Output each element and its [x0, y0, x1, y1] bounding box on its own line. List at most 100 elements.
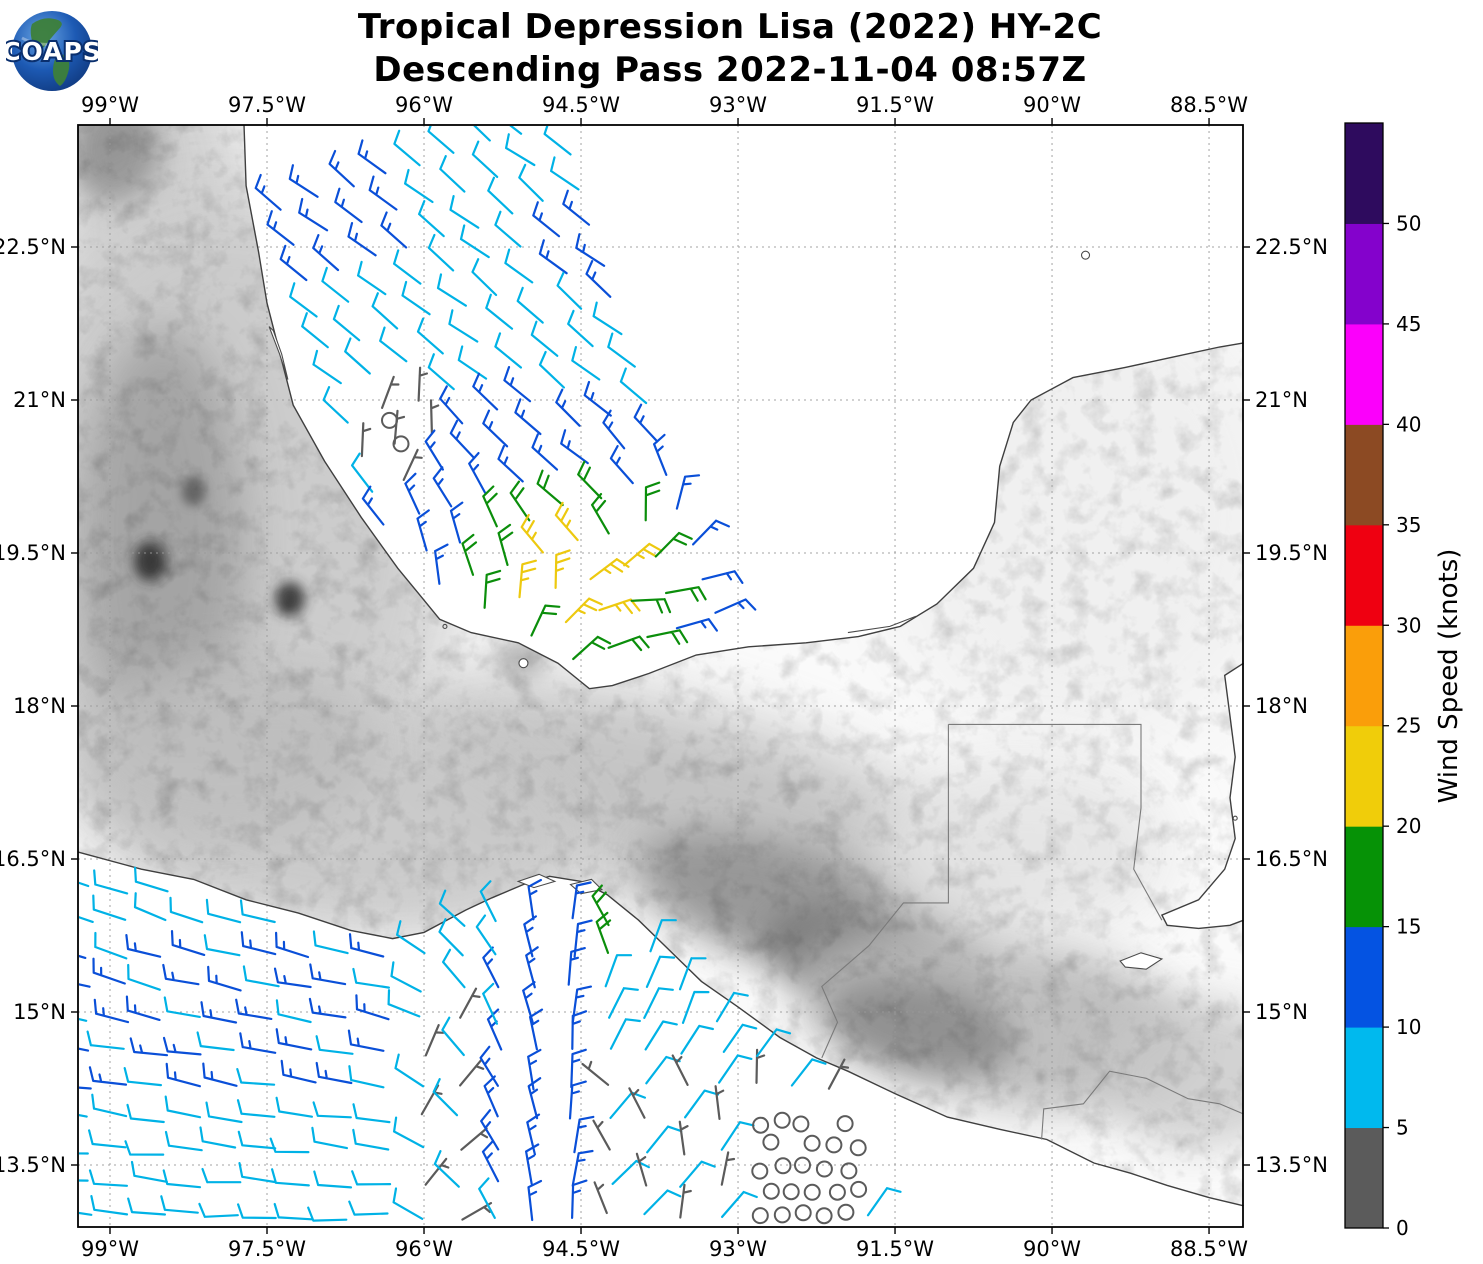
wind-barb	[312, 1101, 352, 1119]
calm-circle	[751, 1162, 769, 1180]
wind-barb	[379, 326, 408, 363]
wind-barb	[288, 164, 319, 198]
colorbar-tick-label: 50	[1396, 211, 1421, 235]
wind-barb	[424, 429, 444, 471]
wind-barb	[404, 168, 434, 204]
lon-tick-label-bottom: 96°W	[395, 1237, 453, 1261]
colorbar-tick-label: 40	[1396, 412, 1421, 436]
colorbar-segment	[1345, 625, 1383, 727]
wind-barb	[554, 501, 579, 542]
colorbar-tick-label: 30	[1396, 613, 1421, 637]
wind-barb	[555, 388, 581, 427]
wind-barb	[684, 1089, 720, 1119]
wind-barb	[633, 403, 659, 443]
wind-barb	[315, 1061, 353, 1085]
wind-barb	[424, 1023, 445, 1057]
wind-barb	[344, 337, 371, 375]
colorbar-segment	[1345, 1127, 1383, 1229]
calm-circle	[774, 1157, 792, 1175]
coaps-logo-text: COAPS	[6, 37, 98, 66]
lon-tick-label-top: 88.5°W	[1170, 93, 1248, 117]
wind-barb	[449, 501, 464, 544]
wind-barb	[514, 398, 542, 436]
wind-barb	[309, 963, 347, 986]
wind-barb	[518, 163, 544, 202]
wind-barb	[434, 543, 449, 585]
wind-barb	[585, 260, 612, 298]
colorbar: 0 5 10 15 20 25 30 35 40 45 50 Wind Speed (knots)	[1344, 122, 1464, 1240]
wind-barb	[289, 282, 318, 318]
wind-barb	[471, 140, 499, 178]
wind-barb	[592, 301, 623, 336]
colorbar-frame	[1344, 122, 1384, 1229]
wind-barb	[459, 224, 490, 259]
lat-tick-label-left: 16.5°N	[0, 847, 66, 871]
wind-barb	[560, 429, 589, 465]
wind-barb	[485, 293, 514, 330]
axis-labels: 99°W 99°W 97.5°W 97.5°W 96°W 96°W 94.5°W 94.5°W…	[0, 93, 1328, 1261]
wind-barb	[531, 433, 559, 471]
colorbar-axis-label: Wind Speed (knots)	[1434, 549, 1464, 804]
wind-barb	[643, 987, 674, 1019]
wind-barb	[481, 1140, 500, 1183]
wind-barb	[675, 618, 718, 632]
wind-barb	[351, 452, 374, 493]
colorbar-tick-label: 45	[1396, 312, 1421, 336]
colorbar-segment	[1345, 826, 1383, 928]
wind-barb	[275, 1028, 313, 1051]
wind-barb	[275, 931, 310, 959]
lon-tick-label-bottom: 88.5°W	[1170, 1237, 1248, 1261]
wind-barb	[653, 433, 668, 476]
lat-tick-label-right: 18°N	[1255, 694, 1308, 718]
wind-barb	[347, 222, 377, 257]
wind-barb	[608, 987, 639, 1019]
wind-barb	[396, 920, 426, 955]
wind-barb	[254, 173, 282, 211]
wind-barb	[275, 1096, 313, 1118]
calm-circle	[840, 1162, 858, 1180]
lat-tick-label-right: 15°N	[1255, 1000, 1308, 1024]
wind-barb	[88, 1129, 127, 1149]
wind-barb	[575, 233, 606, 267]
wind-barb	[322, 386, 349, 424]
calm-circle	[773, 1206, 791, 1224]
lat-tick-label-right: 21°N	[1255, 388, 1308, 412]
lon-tick-label-bottom: 93°W	[709, 1237, 767, 1261]
wind-barb	[538, 239, 568, 275]
wind-barb	[347, 1029, 385, 1052]
wind-barb	[357, 260, 387, 296]
wind-barb	[201, 1167, 242, 1184]
wind-barb	[416, 317, 444, 355]
wind-barb	[79, 954, 87, 959]
wind-barb	[79, 1047, 90, 1052]
wind-barb	[593, 1181, 608, 1215]
wind-barb	[607, 635, 650, 652]
wind-barb	[130, 1160, 168, 1183]
wind-barb	[307, 1206, 348, 1222]
lat-tick-label-right: 19.5°N	[1255, 541, 1328, 565]
wind-barb	[715, 991, 749, 1023]
lon-tick-label-top: 99°W	[81, 93, 139, 117]
wind-barb	[239, 1032, 277, 1054]
wind-barb	[573, 919, 593, 958]
wind-barb	[497, 445, 524, 483]
wind-barb	[90, 1195, 129, 1216]
alacranes-reef	[1080, 250, 1091, 260]
wind-barb	[595, 911, 612, 954]
colorbar-tick-label: 35	[1396, 513, 1421, 537]
wind-barb	[92, 957, 126, 985]
wind-barb	[124, 1140, 165, 1156]
lat-tick-label-left: 18°N	[13, 694, 66, 718]
wind-barb	[518, 559, 537, 599]
wind-barb	[473, 126, 491, 142]
wind-barb	[646, 629, 689, 645]
wind-barb	[123, 1067, 162, 1087]
lake-catemaco	[518, 658, 529, 669]
wind-barb	[93, 998, 130, 1024]
wind-barb	[720, 1151, 736, 1186]
wind-barb	[471, 258, 498, 297]
wind-barb	[126, 1103, 165, 1124]
wind-barb	[602, 409, 626, 450]
wind-barb	[714, 1085, 725, 1120]
calm-circle	[803, 1134, 821, 1152]
